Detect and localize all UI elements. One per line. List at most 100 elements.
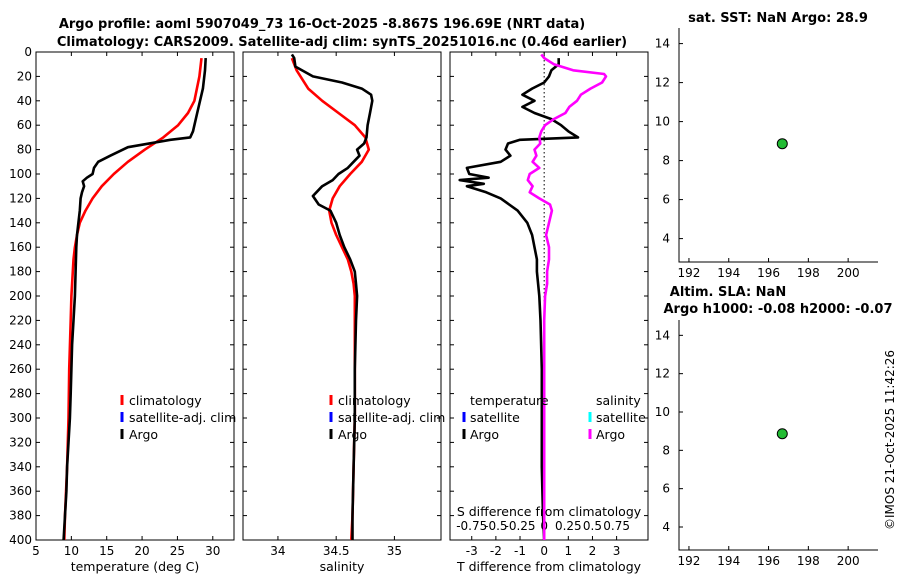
salinity-diff-tick-label: 0.75 [603,519,630,533]
temperature-legend-label: climatology [129,393,202,408]
figure-title-line2: Climatology: CARS2009. Satellite-adj cli… [57,35,627,50]
salinity-diff-tick-label: -0.25 [504,519,535,533]
sla-inset-xtick-label: 194 [717,554,740,568]
temperature-frame [35,51,235,541]
depth-tick-label: 240 [9,338,32,352]
temperature-xlabel: temperature (deg C) [71,559,200,574]
sst-inset-ytick-label: 4 [662,232,670,246]
temperature-legend-label: Argo [129,427,158,442]
temperature-xtick-label: 5 [32,544,40,558]
sla-inset-ytick-label: 14 [655,328,670,342]
salinity-diff-tick-label: -0.75 [456,519,487,533]
salinity-legend-label: satellite-adj. clim [338,410,445,425]
sla-inset-panel: 4 6 8 10 12 14 192 194 196 198 200 [655,320,878,568]
sst-inset-xtick-label: 192 [677,266,700,280]
salinity-diff-axis-label: S difference from climatology [457,504,642,519]
sst-inset-argo-location-marker [776,138,788,150]
depth-tick-label: 400 [9,533,32,547]
temperature-xtick-label: 30 [205,544,220,558]
sla-inset-axes [678,320,878,551]
sla-inset-xtick-label: 198 [797,554,820,568]
difference-xtick-label: -3 [466,544,478,558]
salinity-frame [242,51,442,541]
depth-tick-label: 180 [9,265,32,279]
difference-xtick-label: -2 [490,544,502,558]
salinity-diff-tick-label: -0.5 [484,519,507,533]
difference-frame [449,51,649,541]
sst-inset-title: sat. SST: NaN Argo: 28.9 [688,11,868,26]
temperature-xtick-label: 15 [99,544,114,558]
depth-tick-label: 360 [9,484,32,498]
difference-xtick-label: -1 [514,544,526,558]
sst-inset-ytick-label: 6 [662,193,670,207]
salinity-legend-label: climatology [338,393,411,408]
legend-salinity-header: salinity [596,393,641,408]
depth-tick-label: 300 [9,411,32,425]
sla-inset-argo-location-marker [776,428,788,440]
sst-inset-ytick-label: 10 [655,115,670,129]
difference-xtick-label: 3 [613,544,621,558]
sst-inset-panel: 4 6 8 10 12 14 192 194 196 198 200 [655,28,878,280]
temperature-series-argo [62,58,207,541]
depth-tick-label: 260 [9,362,32,376]
depth-tick-label: 80 [17,143,32,157]
sla-inset-subtitle: Argo h1000: -0.08 h2000: -0.07 [663,302,892,317]
salinity-xtick-label: 34 [270,544,285,558]
legend-temperature-header: temperature [470,393,549,408]
temperature-xtick-label: 25 [170,544,185,558]
difference-xtick-label: 2 [589,544,597,558]
difference-xtick-label: 0 [540,544,548,558]
depth-tick-label: 20 [17,69,32,83]
depth-tick-label: 140 [9,216,32,230]
depth-tick-label: 60 [17,118,32,132]
salinity-diff-tick-label: 0.5 [583,519,602,533]
difference-panel: -3 -2 -1 0 1 2 3T difference from climatology -… [449,51,649,574]
diff-legend-right-label: satellite [596,410,646,425]
diff-legend-left-label: satellite [470,410,520,425]
sst-inset-xtick-label: 200 [837,266,860,280]
sla-inset-ytick-label: 10 [655,405,670,419]
sla-inset-title: Altim. SLA: NaN [670,285,786,300]
depth-tick-label: 120 [9,191,32,205]
difference-xtick-label: 1 [564,544,572,558]
difference-xlabel: T difference from climatology [456,559,642,574]
salinity-xtick-label: 35 [387,544,402,558]
salinity-series-argo [290,53,374,540]
temperature-xtick-label: 20 [134,544,149,558]
sst-inset-ytick-label: 14 [655,37,670,51]
depth-tick-label: 100 [9,167,32,181]
temperature-series-climatology [63,57,203,541]
sst-inset-xtick-label: 194 [717,266,740,280]
diff-legend-left-label: Argo [470,427,499,442]
sla-inset-ytick-label: 8 [662,443,670,457]
salinity-xtick-label: 34.5 [323,544,350,558]
sst-inset-ytick-label: 12 [655,76,670,90]
depth-tick-label: 0 [24,45,32,59]
sla-inset-xtick-label: 196 [757,554,780,568]
imos-watermark: ©IMOS 21-Oct-2025 11:42:26 [883,350,897,530]
sla-inset-xtick-label: 200 [837,554,860,568]
temperature-panel: 0 20 40 60 80 100 120 140 160 180 200 220 240 260 280 3… [9,45,236,574]
depth-tick-label: 200 [9,289,32,303]
salinity-legend-label: Argo [338,427,367,442]
sla-inset-ytick-label: 6 [662,482,670,496]
sla-inset-ytick-label: 12 [655,367,670,381]
diff-legend-right-label: Argo [596,427,625,442]
salinity-diff-tick-label: 0.25 [555,519,582,533]
depth-tick-label: 220 [9,313,32,327]
sst-inset-ytick-label: 8 [662,154,670,168]
temperature-legend-label: satellite-adj. clim [129,410,236,425]
depth-tick-label: 160 [9,240,32,254]
depth-tick-label: 40 [17,94,32,108]
depth-tick-label: 320 [9,435,32,449]
sst-inset-xtick-label: 196 [757,266,780,280]
sla-inset-ytick-label: 4 [662,520,670,534]
temperature-xtick-label: 10 [64,544,79,558]
salinity-xlabel: salinity [320,559,365,574]
depth-tick-label: 280 [9,387,32,401]
depth-tick-label: 340 [9,460,32,474]
difference-series-s-diff-argo [526,53,608,540]
depth-tick-label: 380 [9,509,32,523]
sst-inset-axes [678,28,878,263]
